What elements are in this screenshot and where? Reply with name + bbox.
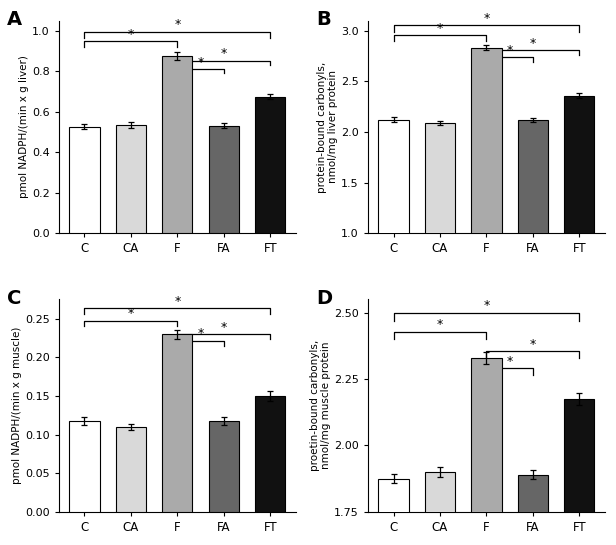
Text: C: C [7,289,21,308]
Bar [564,95,594,334]
Text: *: * [128,307,134,320]
Text: *: * [484,299,490,312]
Text: *: * [174,19,180,32]
Text: *: * [197,56,204,69]
Text: *: * [174,295,180,307]
Text: *: * [221,320,227,334]
Bar [162,56,192,233]
Bar [378,479,408,545]
Text: *: * [506,355,513,368]
Bar [471,358,501,545]
Bar [518,120,548,334]
Y-axis label: pmol NADPH/(min x g muscle): pmol NADPH/(min x g muscle) [12,327,22,485]
Text: B: B [316,10,331,29]
Text: A: A [7,10,22,29]
Bar [70,421,100,512]
Bar [425,123,455,334]
Bar [518,475,548,545]
Text: *: * [221,47,227,60]
Text: *: * [530,37,536,50]
Text: *: * [128,28,134,40]
Bar [162,334,192,512]
Bar [209,421,239,512]
Y-axis label: proetin-bound carbonyls,
nmol/mg muscle protein: proetin-bound carbonyls, nmol/mg muscle … [310,340,331,471]
Text: *: * [530,338,536,351]
Text: *: * [437,318,443,331]
Bar [255,96,285,233]
Text: *: * [437,21,443,34]
Bar [255,396,285,512]
Bar [425,472,455,545]
Text: *: * [506,44,513,57]
Bar [378,120,408,334]
Y-axis label: pmol NADPH/(min x g liver): pmol NADPH/(min x g liver) [19,56,30,198]
Text: *: * [484,12,490,25]
Bar [70,127,100,233]
Text: *: * [197,328,204,341]
Bar [564,399,594,545]
Y-axis label: protein-bound carbonyls,
nmol/mg liver protein: protein-bound carbonyls, nmol/mg liver p… [317,61,338,192]
Bar [116,427,146,512]
Bar [116,125,146,233]
Text: D: D [316,289,332,308]
Bar [471,48,501,334]
Bar [209,126,239,233]
